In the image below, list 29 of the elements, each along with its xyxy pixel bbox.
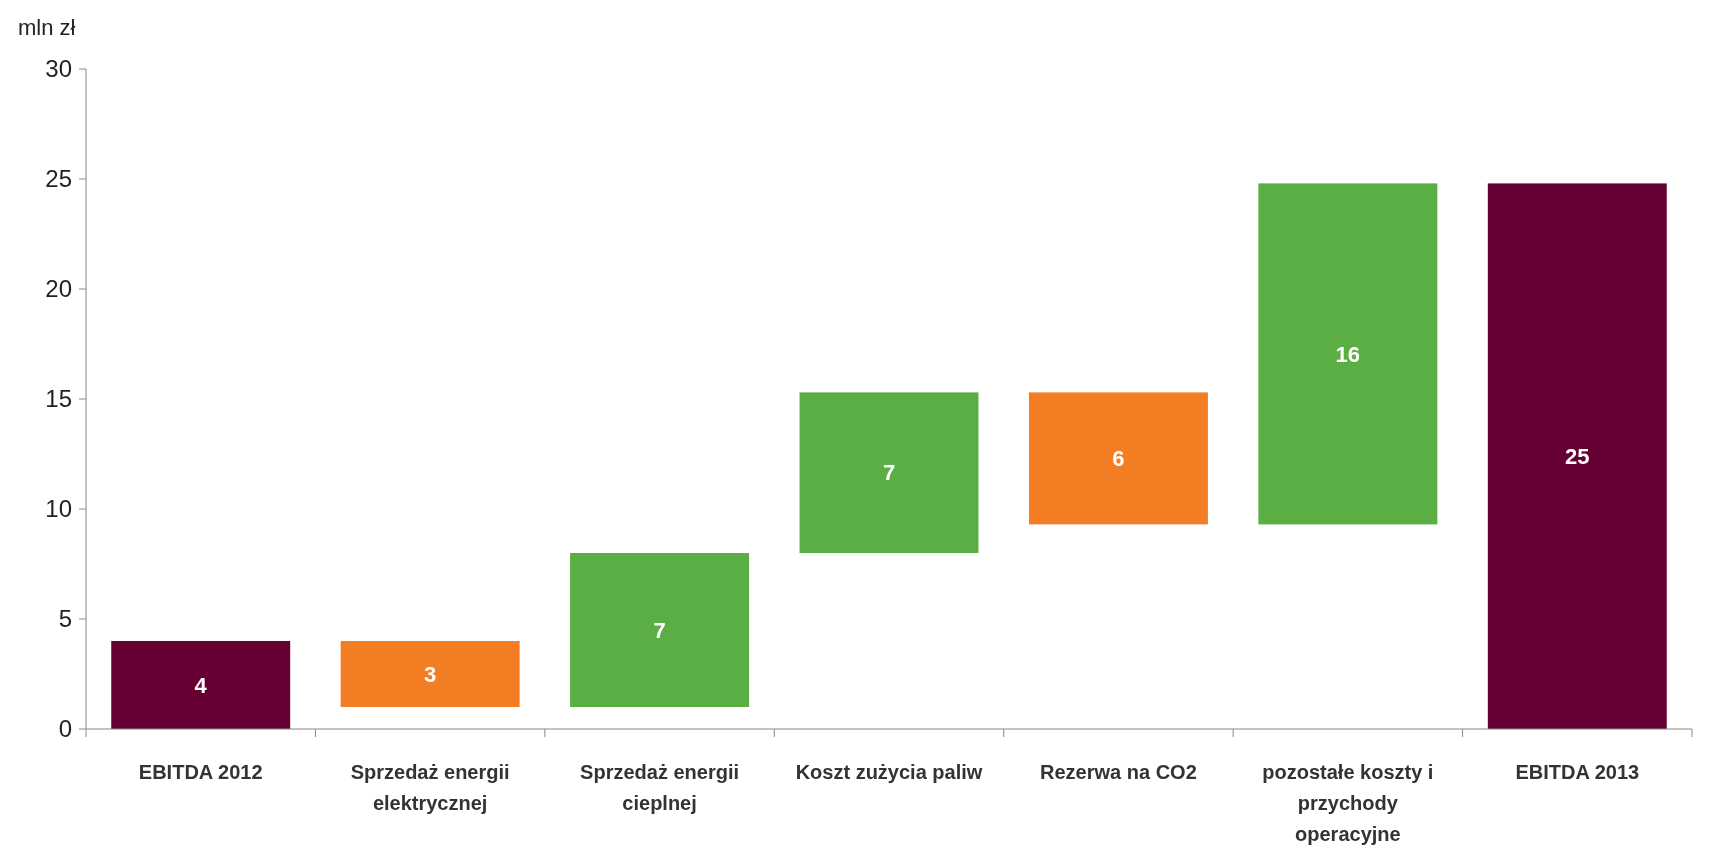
bar xyxy=(1258,183,1438,525)
x-tick-label: Sprzedaż energii elektrycznej xyxy=(350,761,510,814)
y-axis-title: mln zł xyxy=(18,15,76,40)
data-label: 7 xyxy=(653,617,666,643)
data-label: 7 xyxy=(882,460,896,486)
y-tick-label: 10 xyxy=(45,495,72,523)
bar xyxy=(1487,183,1667,729)
y-tick-label: 0 xyxy=(58,715,72,743)
y-tick-label: 15 xyxy=(45,385,72,413)
bar xyxy=(111,641,291,729)
x-tick-label: EBITDA 2012 xyxy=(138,761,263,783)
bar xyxy=(570,553,750,707)
bar xyxy=(799,392,979,553)
y-tick-label: 25 xyxy=(45,165,72,193)
data-label: 4 xyxy=(194,672,208,698)
bar xyxy=(1028,392,1208,525)
x-tick-label: EBITDA 2013 xyxy=(1515,761,1640,783)
y-tick-label: 20 xyxy=(45,275,72,303)
y-tick-label: 5 xyxy=(58,605,72,633)
data-label: 3 xyxy=(424,661,437,687)
bar xyxy=(340,641,520,707)
x-tick-label: Rezerwa na CO2 xyxy=(1040,761,1197,783)
y-tick-label: 30 xyxy=(45,55,72,83)
data-label: 25 xyxy=(1565,443,1590,469)
x-tick-label: pozostałe koszty i przychody operacyjne xyxy=(1262,761,1434,845)
data-label: 16 xyxy=(1335,341,1361,367)
x-tick-label: Koszt zużycia paliw xyxy=(795,761,983,783)
x-tick-label: Sprzedaż energii cieplnej xyxy=(580,761,740,814)
data-label: 6 xyxy=(1112,446,1125,472)
